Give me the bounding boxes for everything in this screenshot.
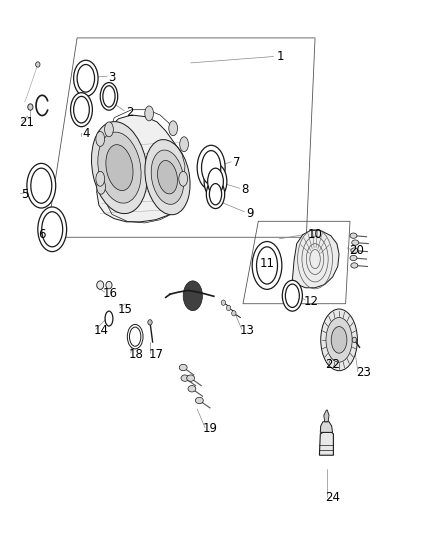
Ellipse shape: [31, 168, 52, 203]
Text: 19: 19: [203, 422, 218, 435]
Circle shape: [35, 62, 40, 67]
Ellipse shape: [27, 164, 56, 208]
Text: 16: 16: [102, 287, 117, 300]
Text: 20: 20: [349, 244, 364, 257]
Circle shape: [106, 281, 112, 289]
Ellipse shape: [158, 160, 177, 194]
Circle shape: [97, 281, 104, 289]
Ellipse shape: [187, 375, 194, 381]
Ellipse shape: [74, 96, 89, 123]
Ellipse shape: [145, 106, 153, 121]
Ellipse shape: [74, 60, 98, 96]
Text: 6: 6: [39, 228, 46, 241]
Ellipse shape: [350, 255, 357, 261]
Ellipse shape: [130, 327, 141, 346]
Polygon shape: [319, 432, 333, 455]
Ellipse shape: [252, 241, 282, 289]
Circle shape: [232, 311, 236, 316]
Text: 1: 1: [276, 50, 284, 63]
Text: 12: 12: [303, 295, 318, 308]
Circle shape: [226, 305, 231, 311]
Circle shape: [352, 337, 357, 343]
Ellipse shape: [106, 144, 133, 191]
Text: 4: 4: [82, 127, 90, 140]
Ellipse shape: [92, 122, 148, 214]
Ellipse shape: [42, 212, 63, 247]
Ellipse shape: [257, 247, 278, 284]
Circle shape: [28, 104, 33, 110]
Ellipse shape: [206, 180, 225, 208]
Ellipse shape: [201, 151, 221, 184]
Text: 22: 22: [325, 358, 340, 372]
Ellipse shape: [188, 385, 196, 392]
Polygon shape: [324, 410, 329, 422]
Text: 9: 9: [246, 207, 253, 220]
Ellipse shape: [179, 365, 187, 370]
Text: 24: 24: [325, 491, 340, 504]
Ellipse shape: [286, 284, 299, 308]
Ellipse shape: [351, 248, 358, 253]
Ellipse shape: [283, 280, 302, 311]
Circle shape: [148, 320, 152, 325]
Text: 10: 10: [307, 228, 322, 241]
Text: 13: 13: [240, 324, 255, 337]
Ellipse shape: [183, 281, 202, 311]
Text: 2: 2: [126, 106, 133, 119]
Text: 17: 17: [148, 348, 163, 361]
Ellipse shape: [100, 83, 118, 110]
Ellipse shape: [331, 327, 347, 353]
Ellipse shape: [326, 318, 352, 362]
Text: 8: 8: [241, 183, 249, 196]
Ellipse shape: [180, 137, 188, 152]
Ellipse shape: [208, 168, 223, 195]
Ellipse shape: [97, 179, 106, 194]
Ellipse shape: [77, 64, 95, 92]
Ellipse shape: [103, 86, 115, 107]
Ellipse shape: [350, 233, 357, 238]
Ellipse shape: [179, 171, 187, 186]
Ellipse shape: [209, 183, 222, 205]
Ellipse shape: [321, 309, 357, 370]
Ellipse shape: [145, 140, 190, 215]
Text: 15: 15: [118, 303, 133, 316]
Ellipse shape: [96, 171, 105, 186]
Ellipse shape: [38, 207, 67, 252]
Ellipse shape: [71, 93, 92, 127]
Ellipse shape: [204, 164, 227, 199]
Text: 3: 3: [108, 71, 116, 84]
Polygon shape: [292, 230, 339, 288]
Ellipse shape: [96, 132, 105, 147]
Ellipse shape: [151, 150, 184, 204]
Text: 5: 5: [21, 188, 28, 201]
Text: 14: 14: [94, 324, 109, 337]
Text: 7: 7: [233, 156, 240, 169]
Ellipse shape: [181, 375, 189, 381]
Ellipse shape: [352, 240, 359, 245]
Polygon shape: [97, 115, 188, 222]
Ellipse shape: [127, 325, 143, 349]
Circle shape: [221, 300, 226, 305]
Text: 23: 23: [356, 366, 371, 379]
Ellipse shape: [98, 132, 141, 203]
Ellipse shape: [105, 122, 113, 137]
Ellipse shape: [351, 263, 358, 268]
Text: 11: 11: [260, 257, 275, 270]
Text: 18: 18: [129, 348, 144, 361]
Text: 21: 21: [19, 117, 35, 130]
Polygon shape: [320, 422, 332, 432]
Ellipse shape: [169, 121, 177, 136]
Ellipse shape: [195, 397, 203, 403]
Ellipse shape: [197, 146, 225, 190]
